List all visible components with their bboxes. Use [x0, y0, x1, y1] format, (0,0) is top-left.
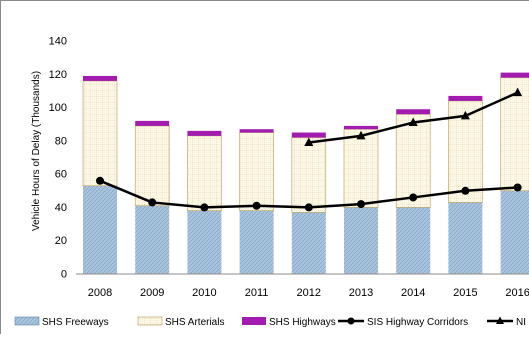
bar-shs-arterials-2011: [240, 133, 274, 211]
bar-shs-highways-2014: [396, 109, 430, 114]
x-tick-label: 2012: [297, 287, 321, 299]
legend-marker: [348, 318, 355, 325]
legend: SHS Freeways SHS Arterials SHS Highways SIS…: [15, 317, 526, 329]
bar-shs-freeways-2012: [292, 212, 326, 274]
y-tick-label: 0: [61, 269, 67, 281]
bar-shs-freeways-2014: [396, 207, 430, 274]
bar-shs-highways-2013: [344, 126, 378, 129]
x-tick-label: 2010: [192, 287, 216, 299]
legend-label: SIS Highway Corridors: [367, 317, 468, 328]
x-tick-label: 2013: [349, 287, 373, 299]
bar-shs-arterials-2008: [83, 81, 117, 186]
point-sis-highway-corridors: [96, 177, 104, 185]
point-sis-highway-corridors: [357, 200, 365, 208]
bar-shs-highways-2011: [240, 129, 274, 132]
point-sis-highway-corridors: [409, 193, 417, 201]
bar-shs-freeways-2011: [240, 211, 274, 274]
point-sis-highway-corridors: [148, 198, 156, 206]
bar-shs-highways-2015: [448, 96, 482, 101]
bar-shs-arterials-2010: [187, 136, 221, 211]
y-tick-label: 40: [55, 202, 67, 214]
point-sis-highway-corridors: [461, 187, 469, 195]
bar-shs-highways-2012: [292, 133, 326, 138]
bar-shs-freeways-2016: [501, 191, 529, 274]
y-axis-label: Vehicle Hours of Delay (Thousands): [31, 71, 42, 231]
legend-swatch: [138, 317, 162, 325]
legend-label: SHS Arterials: [165, 317, 224, 328]
bar-shs-arterials-2009: [135, 126, 169, 206]
bar-shs-freeways-2015: [448, 202, 482, 274]
x-tick-label: 2016: [505, 287, 529, 299]
bar-shs-freeways-2013: [344, 207, 378, 274]
bar-shs-highways-2010: [187, 131, 221, 136]
legend-swatch: [242, 317, 266, 325]
bar-shs-highways-2009: [135, 121, 169, 126]
bar-shs-freeways-2008: [83, 186, 117, 274]
x-tick-label: 2015: [453, 287, 477, 299]
bar-shs-highways-2016: [501, 73, 529, 78]
bar-shs-highways-2008: [83, 76, 117, 81]
bar-shs-arterials-2012: [292, 138, 326, 213]
legend-label: SHS Highways: [269, 317, 336, 328]
x-tick-label: 2008: [88, 287, 112, 299]
y-tick-label: 120: [49, 69, 67, 81]
point-sis-highway-corridors: [514, 183, 522, 191]
point-sis-highway-corridors: [253, 202, 261, 210]
y-tick-label: 20: [55, 235, 67, 247]
bar-shs-freeways-2010: [187, 211, 221, 274]
point-sis-highway-corridors: [305, 203, 313, 211]
y-tick-label: 60: [55, 169, 67, 181]
x-axis: 2008 2009 2010 2011 2012 2013 2014 2015 2016: [88, 287, 529, 299]
y-tick-label: 140: [49, 36, 67, 48]
point-sis-highway-corridors: [200, 203, 208, 211]
bar-shs-arterials-2013: [344, 129, 378, 207]
legend-label: NI: [516, 317, 526, 328]
y-tick-label: 80: [55, 135, 67, 147]
x-tick-label: 2009: [140, 287, 164, 299]
legend-label: SHS Freeways: [42, 317, 109, 328]
x-tick-label: 2014: [401, 287, 425, 299]
x-tick-label: 2011: [245, 287, 269, 299]
legend-swatch: [15, 317, 39, 325]
bar-shs-freeways-2009: [135, 206, 169, 274]
y-tick-label: 100: [49, 102, 67, 114]
